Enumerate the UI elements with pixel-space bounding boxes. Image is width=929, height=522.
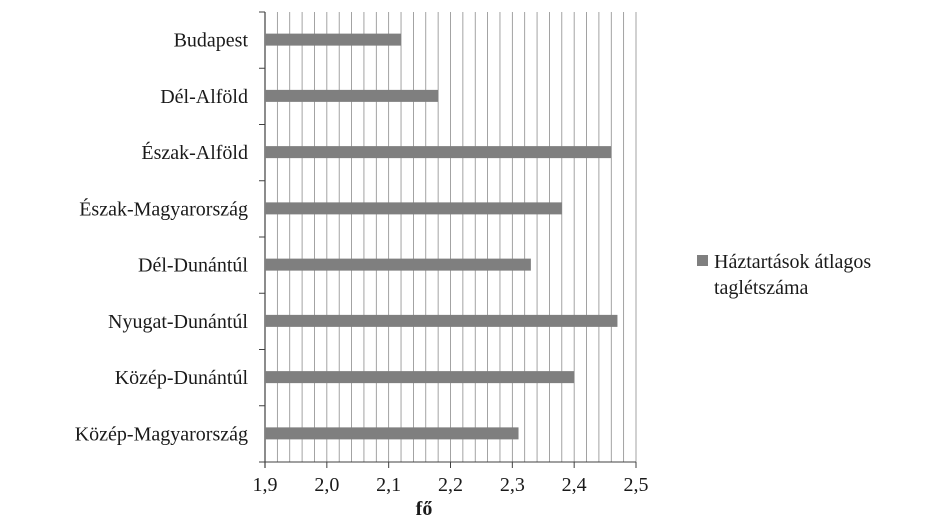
legend-label-line-2: taglétszáma	[714, 277, 809, 299]
bar-4	[265, 202, 562, 215]
bar-3	[265, 146, 612, 159]
x-tick-label-6: 2,4	[562, 474, 587, 496]
x-tick-label-7: 2,5	[624, 474, 649, 496]
category-label-8: Közép-Magyarország	[75, 423, 248, 445]
bar-2	[265, 89, 439, 102]
category-label-1: Budapest	[174, 30, 249, 52]
grid-lines	[259, 11, 637, 468]
category-labels: Budapest Dél-Alföld Észak-Alföld Észak-Magy…	[75, 30, 249, 446]
category-label-3: Észak-Alföld	[141, 141, 248, 164]
legend-label: Háztartások átlagos taglétszáma	[714, 251, 876, 299]
legend: Háztartások átlagos taglétszáma	[697, 251, 876, 299]
legend-swatch	[697, 255, 708, 266]
bars	[265, 33, 618, 440]
x-tick-labels: 1,9 2,0 2,1 2,2 2,3 2,4 2,5	[253, 474, 649, 496]
bar-8	[265, 427, 519, 440]
category-label-7: Közép-Dunántúl	[115, 367, 249, 389]
category-label-2: Dél-Alföld	[160, 86, 248, 108]
category-label-4: Észak-Magyarország	[79, 197, 248, 220]
x-axis-title: fő	[416, 498, 433, 520]
x-tick-label-4: 2,2	[438, 474, 463, 496]
legend-label-line-1: Háztartások átlagos	[714, 251, 871, 273]
bar-1	[265, 33, 402, 46]
x-tick-label-2: 2,0	[314, 474, 339, 496]
bar-6	[265, 314, 618, 327]
bar-5	[265, 258, 531, 271]
x-tick-label-5: 2,3	[500, 474, 525, 496]
bar-7	[265, 371, 575, 384]
category-label-5: Dél-Dunántúl	[138, 255, 248, 277]
x-tick-label-1: 1,9	[253, 474, 278, 496]
x-tick-label-3: 2,1	[376, 474, 401, 496]
category-label-6: Nyugat-Dunántúl	[108, 311, 248, 333]
